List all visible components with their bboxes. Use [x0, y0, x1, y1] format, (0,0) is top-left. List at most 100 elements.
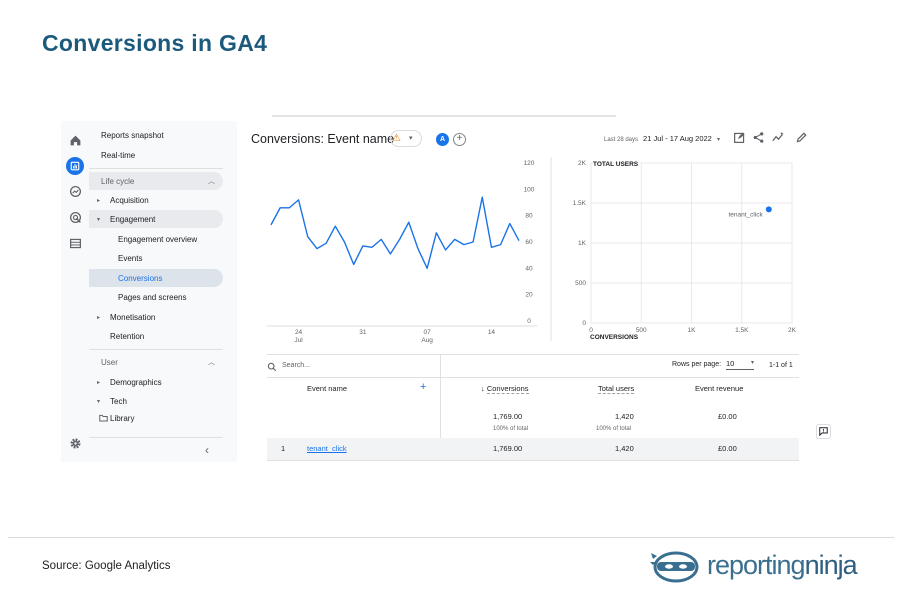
insights-icon[interactable] [772, 131, 785, 144]
line-x-tick-label: 14 [488, 329, 496, 336]
rows-per-page-select[interactable]: 10 ▾ [726, 359, 754, 370]
line-y-tick-label: 60 [525, 239, 533, 246]
caret-right-icon: ▸ [97, 314, 101, 321]
slide-title: Conversions in GA4 [42, 30, 268, 56]
search-input[interactable]: Search... [282, 362, 311, 369]
customize-report-icon[interactable] [733, 131, 746, 144]
reports-icon[interactable] [66, 157, 84, 175]
advertising-icon[interactable] [68, 210, 82, 224]
row-index: 1 [281, 444, 286, 453]
nav-label: Monetisation [110, 312, 156, 322]
line-y-tick-label: 40 [525, 265, 533, 272]
scatter-x-tick-label: 1.5K [735, 327, 749, 334]
column-header-label: Conversions [486, 384, 529, 394]
scatter-y-axis-label: TOTAL USERS [593, 161, 639, 168]
nav-label: Library [110, 413, 135, 423]
share-icon[interactable] [752, 131, 765, 144]
nav-section-lifecycle[interactable]: Life cycle ︿ [89, 172, 223, 190]
search-icon [267, 362, 277, 372]
line-x-tick-month: Aug [421, 337, 433, 344]
footer-divider [8, 537, 894, 538]
column-header-event-name[interactable]: Event name [307, 384, 348, 393]
add-comparison-button[interactable]: + [453, 133, 466, 146]
nav-engagement-overview[interactable]: Engagement overview [89, 230, 223, 248]
logo-text-ninja: ninja [804, 550, 858, 580]
line-y-tick-label: 0 [527, 318, 531, 325]
nav-label: Events [118, 253, 143, 263]
feedback-icon [819, 427, 828, 436]
scatter-x-tick-label: 500 [636, 327, 647, 334]
chevron-up-icon: ︿ [208, 359, 215, 366]
table-divider [267, 354, 799, 355]
date-range-prefix: Last 28 days [604, 137, 639, 143]
nav-engagement[interactable]: ▾ Engagement [89, 210, 223, 228]
nav-divider [89, 168, 223, 169]
total-conversions: 1,769.00 [493, 412, 523, 421]
column-header-conversions[interactable]: ↓ Conversions [481, 384, 529, 394]
line-x-tick-label: 24 [295, 329, 303, 336]
table-divider [267, 377, 799, 378]
nav-conversions[interactable]: Conversions [89, 269, 223, 287]
nav-section-user[interactable]: User ︿ [89, 353, 223, 371]
configure-icon[interactable] [68, 236, 82, 250]
home-icon[interactable] [68, 133, 82, 147]
line-y-tick-label: 100 [524, 186, 535, 193]
total-users-share: 100% of total [596, 426, 632, 432]
nav-demographics[interactable]: ▸ Demographics [89, 373, 223, 391]
nav-divider [89, 437, 223, 438]
column-header-event-revenue[interactable]: Event revenue [695, 384, 744, 393]
total-conversions-share: 100% of total [493, 426, 529, 432]
rows-per-page-value: 10 [726, 359, 735, 368]
chevron-up-icon: ︿ [208, 178, 215, 185]
chevron-down-icon: ▾ [409, 135, 413, 142]
gear-icon[interactable] [68, 436, 82, 450]
nav-realtime[interactable]: Real-time [89, 146, 223, 164]
logo-text-reporting: reporting [707, 550, 806, 580]
nav-monetisation[interactable]: ▸ Monetisation [89, 308, 223, 326]
nav-acquisition[interactable]: ▸ Acquisition [89, 191, 223, 209]
nav-pages-and-screens[interactable]: Pages and screens [89, 288, 223, 306]
nav-label: Reports snapshot [101, 130, 164, 140]
feedback-button[interactable] [816, 424, 831, 439]
comparison-avatar[interactable]: A [436, 133, 449, 146]
pencil-icon[interactable] [795, 131, 808, 144]
line-y-tick-label: 120 [524, 160, 535, 167]
ninja-logo-icon [650, 551, 699, 583]
scatter-y-tick-label: 1K [578, 240, 587, 247]
row-event-link[interactable]: tenant_click [307, 444, 347, 453]
nav-tech[interactable]: ▾ Tech [89, 392, 223, 410]
scatter-y-tick-label: 1.5K [573, 200, 587, 207]
conversions-series-line [270, 196, 520, 270]
line-y-tick-label: 20 [525, 292, 533, 299]
data-quality-chip[interactable] [390, 130, 422, 147]
nav-label: Demographics [110, 377, 162, 387]
nav-label: User [101, 357, 118, 367]
scatter-x-axis-label: CONVERSIONS [590, 334, 639, 341]
column-header-total-users[interactable]: Total users [598, 384, 635, 394]
nav-label: Life cycle [101, 176, 135, 186]
table-row[interactable] [267, 438, 799, 460]
folder-icon [99, 414, 108, 422]
row-conversions: 1,769.00 [493, 444, 523, 453]
collapse-nav-icon[interactable]: ‹ [205, 443, 209, 457]
scatter-y-tick-label: 2K [578, 160, 587, 167]
date-range-value: 21 Jul - 17 Aug 2022 [643, 134, 712, 143]
page-title: Conversions: Event name [251, 132, 395, 146]
sort-descending-icon: ↓ [481, 384, 485, 393]
nav-library[interactable]: Library [89, 409, 223, 427]
caret-down-icon: ▾ [97, 398, 101, 405]
nav-events[interactable]: Events [89, 249, 223, 267]
nav-retention[interactable]: Retention [89, 327, 223, 345]
add-dimension-button[interactable]: + [420, 381, 427, 393]
nav-reports-snapshot[interactable]: Reports snapshot [89, 126, 223, 144]
nav-label: Engagement overview [118, 234, 198, 244]
logo-wordmark: reportingninja [707, 550, 858, 581]
table-divider [267, 460, 799, 461]
scatter-x-tick-label: 0 [589, 327, 593, 334]
scatter-y-tick-label: 500 [575, 280, 586, 287]
pagination-status: 1-1 of 1 [769, 362, 793, 369]
explore-icon[interactable] [68, 184, 82, 198]
nav-label: Conversions [118, 273, 163, 283]
date-range-picker[interactable]: Last 28 days 21 Jul - 17 Aug 2022 ▾ [604, 134, 720, 143]
